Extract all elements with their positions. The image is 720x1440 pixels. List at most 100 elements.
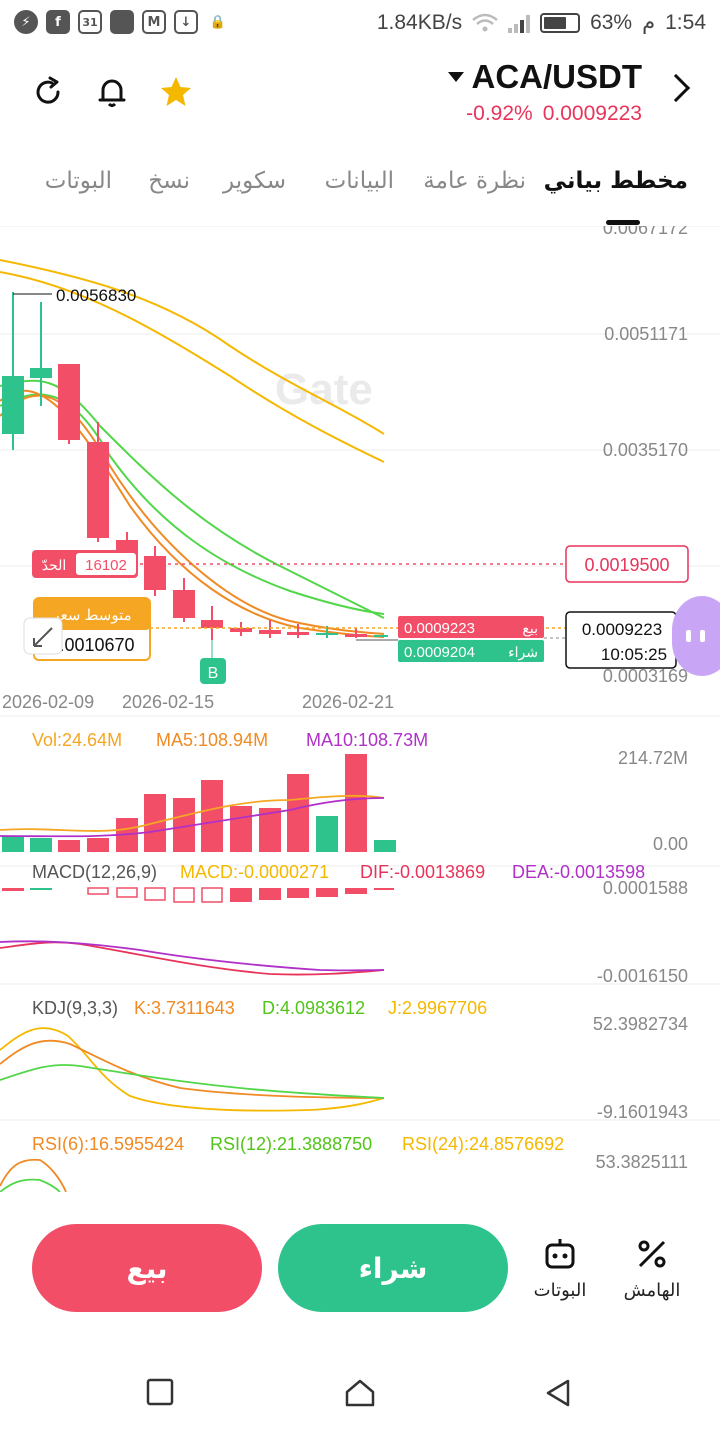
date-label: 2026-02-09 [2, 692, 94, 712]
refresh-icon[interactable] [30, 74, 66, 110]
avg-label: متوسط سعر [51, 607, 131, 624]
limit-label: الحدّ [42, 557, 67, 573]
date-label: 2026-02-21 [302, 692, 394, 712]
sell-label: بيع [522, 620, 538, 637]
active-tab-indicator [606, 220, 640, 225]
system-nav-bar [0, 1350, 720, 1440]
ma-line-yellow-2 [0, 271, 385, 463]
buy-marker[interactable]: B [200, 640, 226, 684]
kdj-max: 52.3982734 [593, 1014, 688, 1034]
chevron-right-icon[interactable] [661, 73, 691, 103]
kdj-d: D:4.0983612 [262, 998, 365, 1018]
download-icon: ↓ [174, 10, 198, 34]
vol-ma10: MA10:108.73M [306, 730, 428, 750]
bell-icon[interactable] [94, 74, 130, 110]
countdown: 10:05:25 [601, 645, 667, 664]
vol-value: Vol:24.64M [32, 730, 122, 750]
buy-button[interactable]: شراء [278, 1224, 508, 1312]
app-icon [110, 10, 134, 34]
tab-overview[interactable]: نظرة عامة [423, 168, 526, 194]
star-icon[interactable] [158, 74, 194, 110]
kdj-min: -9.1601943 [597, 1102, 688, 1122]
buy-price-tag: 0.0009204 شراء [398, 640, 544, 662]
kdj-k: K:3.7311643 [134, 998, 235, 1018]
limit-order-tag[interactable]: الحدّ 16102 [32, 550, 138, 578]
vol-max: 214.72M [618, 748, 688, 768]
tab-chart[interactable]: مخطط بياني [543, 168, 688, 194]
marker-label: B [208, 665, 219, 682]
recents-icon[interactable] [146, 1378, 174, 1406]
tab-bots[interactable]: البوتات [44, 168, 112, 194]
messenger-icon: ⚡ [14, 10, 38, 34]
network-speed: 1.84KB/s [376, 10, 463, 34]
vol-ma5-line [0, 794, 385, 832]
limit-price: 0.0019500 [584, 555, 669, 575]
macd-min: -0.0016150 [597, 966, 688, 986]
floating-assistant-bubble[interactable] [672, 596, 720, 676]
macd-dif: DIF:-0.0013869 [360, 862, 485, 882]
current-price: 0.0009223 [542, 102, 642, 125]
avg-price-tag[interactable]: متوسط سعر 0.0010670 [33, 597, 151, 661]
buy-label: شراء [508, 644, 538, 661]
ma-line-yellow [0, 259, 385, 435]
y-tick: 0.0003169 [603, 666, 688, 686]
pair-selector[interactable]: ACA/USDT [447, 58, 643, 96]
wifi-icon [472, 13, 498, 31]
expand-icon[interactable] [23, 617, 63, 655]
y-tick: 0.0035170 [603, 440, 688, 460]
robot-icon [545, 1239, 575, 1269]
rsi-max: 53.3825111 [596, 1152, 688, 1172]
y-tick: 0.0051171 [604, 324, 688, 344]
battery-icon [540, 12, 581, 33]
rsi-12: RSI(12):21.3888750 [210, 1134, 372, 1154]
last-price-box: 0.0009223 10:05:25 [565, 611, 677, 669]
price-change: -0.92% 0.0009223 [466, 102, 642, 126]
vol-min: 0.00 [653, 834, 688, 854]
percent-icon [638, 1240, 666, 1268]
rsi-24: RSI(24):24.8576692 [402, 1134, 564, 1154]
limit-qty: 16102 [85, 557, 127, 574]
kdj-j-line [0, 1027, 385, 1112]
rsi-6-line [0, 1158, 67, 1193]
macd-dea: DEA:-0.0013598 [512, 862, 645, 882]
signal-icon [508, 13, 531, 33]
sell-price-tag: 0.0009223 بيع [398, 616, 544, 638]
time-suffix: م [642, 11, 656, 34]
tab-bar: مخطط بياني نظرة عامة البيانات سكوير نسخ … [0, 160, 720, 225]
ma-line-green-2 [0, 393, 385, 615]
kdj-d-line [0, 1064, 385, 1099]
ma-line-green [0, 379, 385, 619]
last-price: 0.0009223 [582, 620, 662, 639]
volume-bars [2, 754, 396, 852]
sell-button[interactable]: بيع [32, 1224, 262, 1312]
margin-button[interactable]: الهامش [612, 1234, 692, 1301]
kdj-title: KDJ(9,3,3) [32, 998, 118, 1018]
chart-svg: Gate 0.0067172 0.0051171 0.0035170 0.000… [0, 218, 720, 1193]
tab-data[interactable]: البيانات [324, 168, 394, 194]
sell-price: 0.0009223 [404, 620, 475, 637]
clock: 1:54 [665, 10, 706, 34]
bots-label: البوتات [533, 1280, 587, 1301]
vol-ma5: MA5:108.94M [156, 730, 268, 750]
status-bar: ⚡ f 31 M ↓ 🔒 1.84KB/s 63% م 1:54 [0, 0, 720, 50]
pair-name: ACA/USDT [471, 58, 643, 95]
bots-button[interactable]: البوتات [520, 1234, 600, 1301]
date-label: 2026-02-15 [122, 692, 214, 712]
y-tick: 0.0067172 [603, 226, 688, 238]
back-icon[interactable] [544, 1378, 572, 1408]
gmail-icon: M [142, 10, 166, 34]
gate-watermark: Gate [275, 365, 373, 414]
kdj-k-line [0, 1039, 385, 1099]
calendar-icon: 31 [78, 10, 102, 34]
avg-value: 0.0010670 [49, 635, 134, 655]
pair-header: ACA/USDT -0.92% 0.0009223 [0, 56, 720, 136]
battery-level: 63% [590, 10, 633, 34]
high-price-label: 0.0056830 [56, 286, 136, 305]
tab-copy[interactable]: نسخ [148, 168, 190, 194]
macd-value: MACD:-0.0000271 [180, 862, 329, 882]
price-chart[interactable]: Gate 0.0067172 0.0051171 0.0035170 0.000… [0, 218, 720, 1193]
kdj-j: J:2.9967706 [388, 998, 487, 1018]
change-percent: -0.92% [466, 102, 533, 125]
tab-square[interactable]: سكوير [223, 168, 286, 194]
home-icon[interactable] [344, 1378, 376, 1408]
